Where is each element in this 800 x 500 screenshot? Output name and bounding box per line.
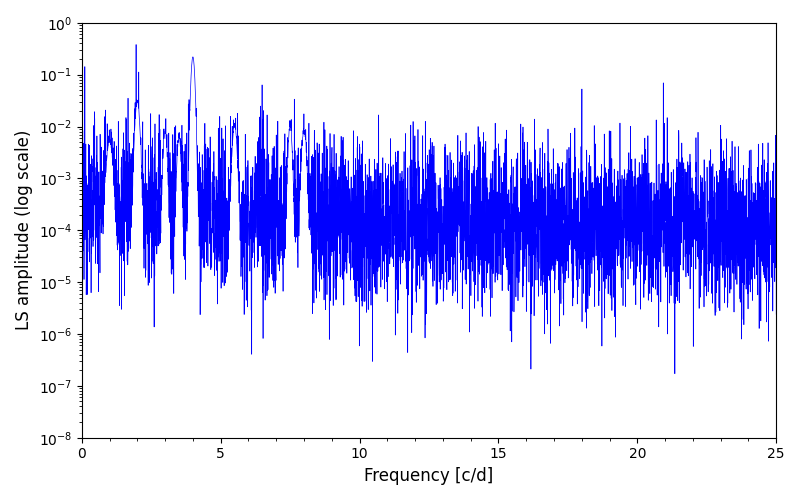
X-axis label: Frequency [c/d]: Frequency [c/d] [364, 467, 494, 485]
Y-axis label: LS amplitude (log scale): LS amplitude (log scale) [15, 130, 33, 330]
